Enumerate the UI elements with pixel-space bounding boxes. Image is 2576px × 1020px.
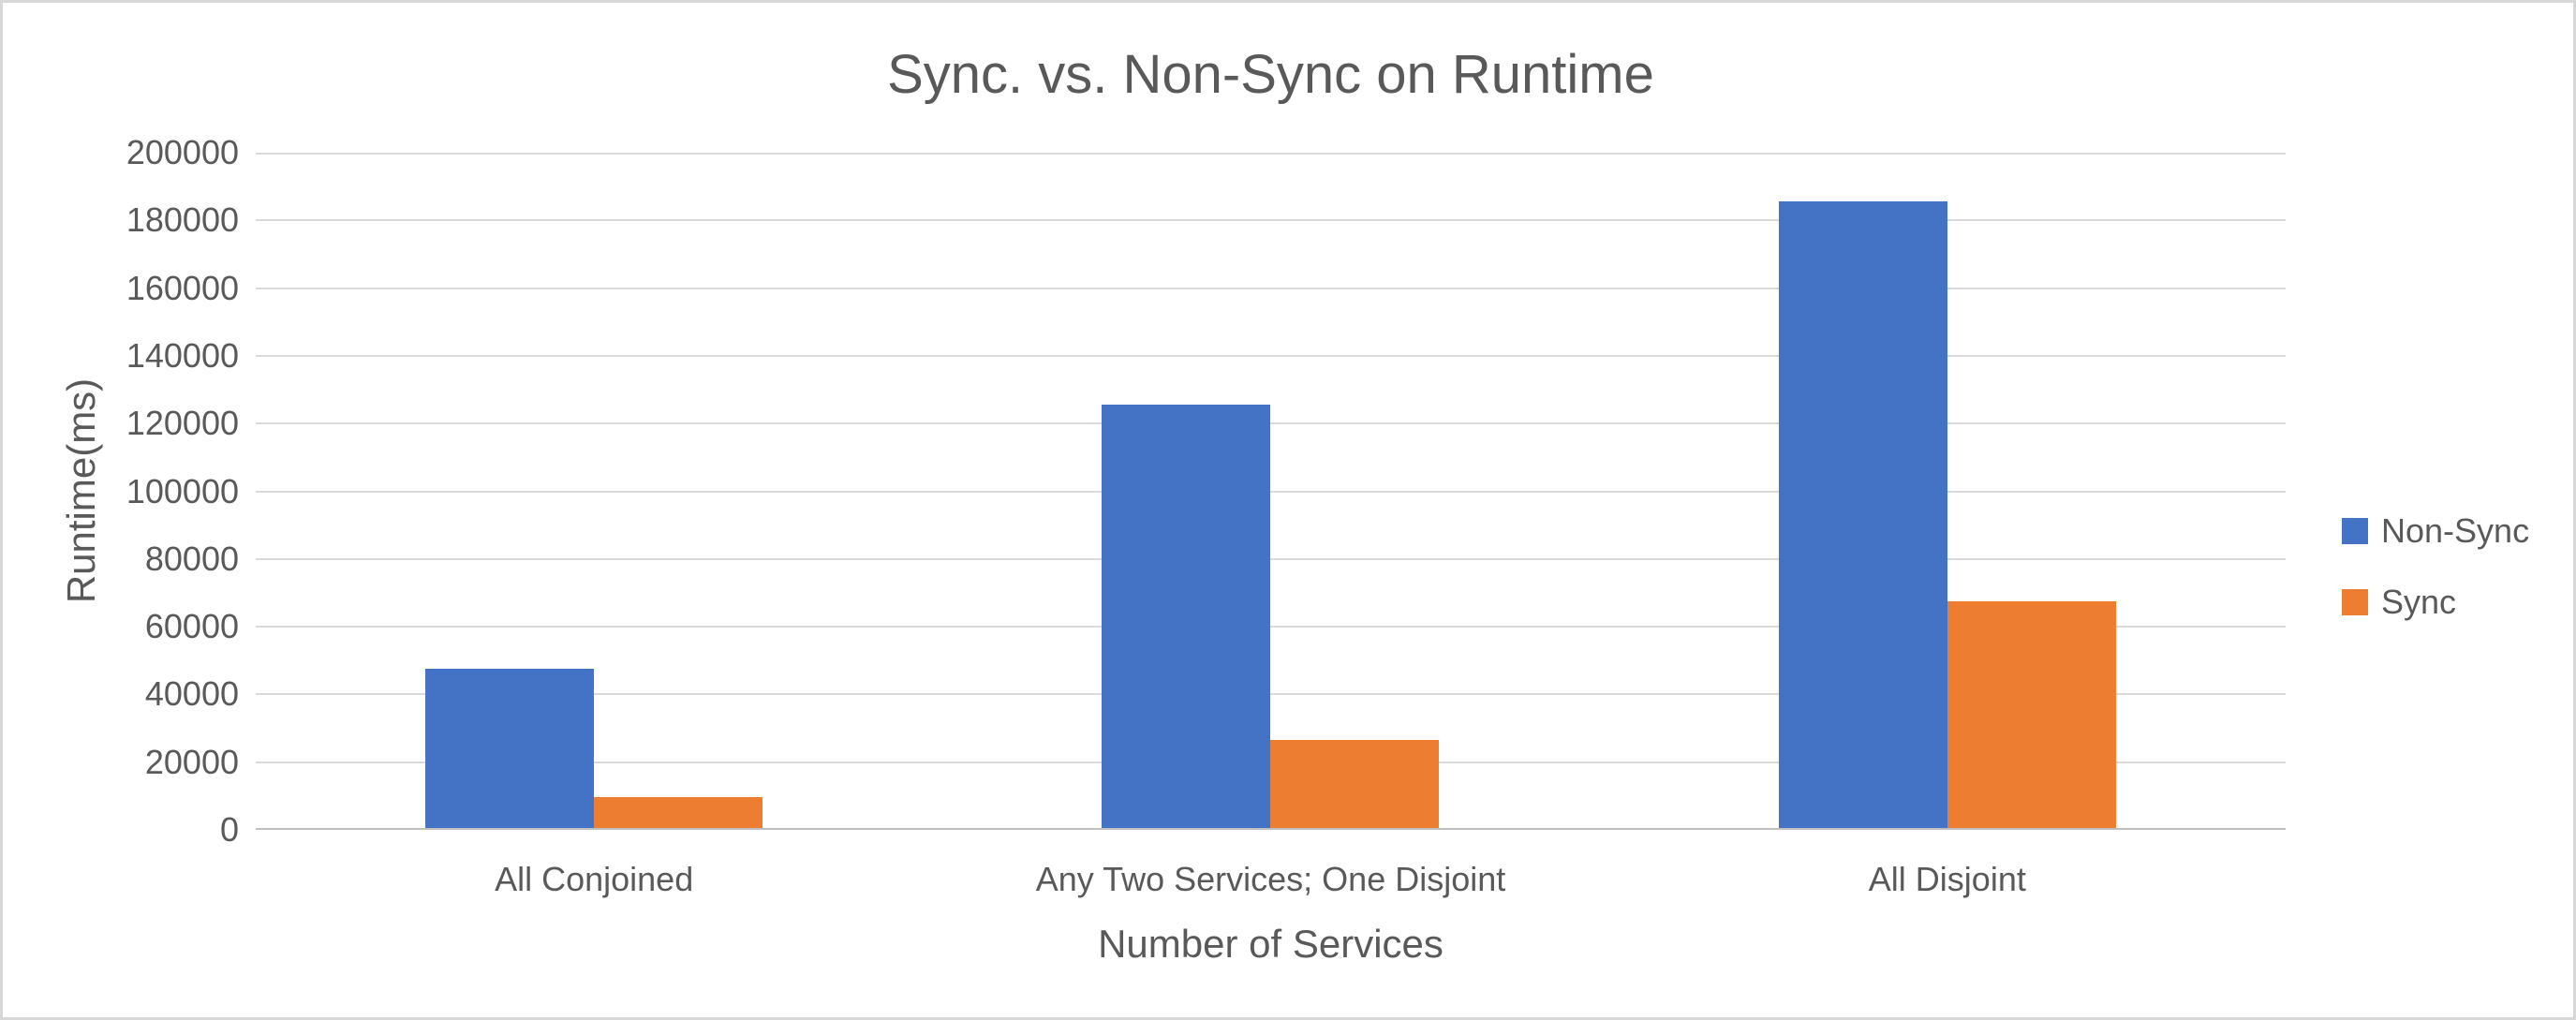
legend: Non-Sync Sync bbox=[2342, 510, 2529, 652]
y-tick-label: 0 bbox=[219, 810, 239, 849]
gridline bbox=[256, 153, 2286, 155]
x-category-label: All Conjoined bbox=[495, 860, 694, 898]
legend-label: Non-Sync bbox=[2381, 511, 2530, 550]
x-category-label: All Disjoint bbox=[1868, 860, 2026, 898]
y-tick-label: 40000 bbox=[144, 674, 239, 714]
legend-swatch-icon bbox=[2342, 518, 2368, 544]
bar-sync bbox=[1947, 600, 2116, 828]
gridline bbox=[256, 287, 2286, 289]
chart-title: Sync. vs. Non-Sync on Runtime bbox=[887, 44, 1654, 105]
gridline bbox=[256, 219, 2286, 222]
y-tick-label: 20000 bbox=[144, 742, 239, 781]
y-tick-label: 120000 bbox=[126, 404, 239, 443]
gridline bbox=[256, 626, 2286, 628]
y-tick-label: 60000 bbox=[144, 607, 239, 646]
legend-label: Sync bbox=[2381, 583, 2457, 621]
bar-non-sync bbox=[1778, 201, 1947, 828]
y-tick-label: 200000 bbox=[126, 133, 239, 171]
bar-group bbox=[1609, 153, 2286, 830]
gridline bbox=[256, 490, 2286, 493]
x-category-label: Any Two Services; One Disjoint bbox=[1035, 860, 1506, 898]
bar-group bbox=[932, 153, 1608, 830]
gridline bbox=[256, 354, 2286, 357]
gridline bbox=[256, 693, 2286, 696]
x-axis-title: Number of Services bbox=[1098, 922, 1443, 966]
bar-non-sync bbox=[1102, 405, 1271, 828]
legend-swatch-icon bbox=[2342, 589, 2368, 615]
legend-entry-sync: Sync bbox=[2342, 581, 2529, 624]
bar-sync bbox=[1270, 740, 1440, 828]
x-axis-line bbox=[256, 828, 2286, 830]
y-tick-label: 160000 bbox=[126, 268, 239, 307]
y-axis-ticks: 0 20000 40000 60000 80000 100000 120000 140000 1… bbox=[3, 133, 239, 849]
plot-area bbox=[256, 153, 2286, 830]
y-tick-label: 100000 bbox=[126, 471, 239, 510]
gridline bbox=[256, 557, 2286, 560]
bar-non-sync bbox=[425, 669, 595, 828]
y-tick-label: 80000 bbox=[144, 539, 239, 578]
bar-group bbox=[256, 153, 932, 830]
y-tick-label: 180000 bbox=[126, 200, 239, 240]
gridline bbox=[256, 422, 2286, 425]
legend-entry-non-sync: Non-Sync bbox=[2342, 510, 2529, 553]
y-tick-label: 140000 bbox=[126, 335, 239, 375]
x-axis-category-labels: All Conjoined Any Two Services; One Disjo… bbox=[256, 859, 2286, 900]
bar-sync bbox=[594, 797, 763, 828]
